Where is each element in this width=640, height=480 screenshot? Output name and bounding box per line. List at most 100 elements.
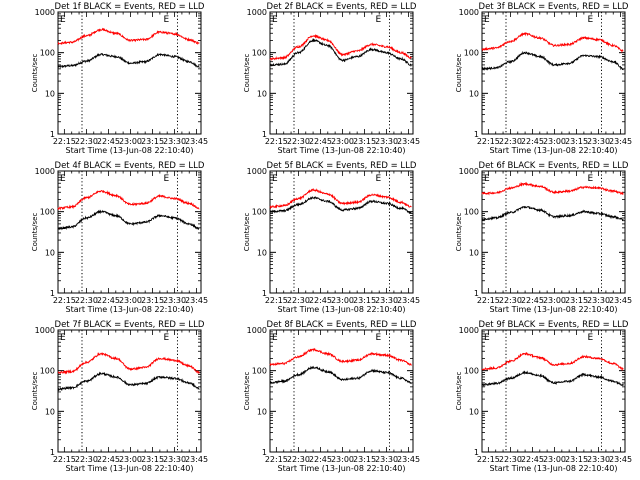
y-tick-label: 100: [464, 49, 479, 58]
y-tick-label: 1000: [35, 326, 55, 335]
panel-title: Det 8f BLACK = Events, RED = LLD: [267, 320, 417, 330]
marker-letter: E: [163, 15, 169, 25]
plot-frame: [269, 170, 414, 294]
series-events-line: [481, 370, 624, 387]
y-tick-label: 10: [469, 248, 479, 257]
x-tick-label: 22:15: [53, 296, 76, 305]
marker-letter: E: [375, 15, 381, 25]
x-tick-label: 23:00: [543, 296, 566, 305]
panel-4: Det 4f BLACK = Events, RED = LLD 1 10 100 10…: [31, 161, 208, 314]
y-axis-label: Counts/sec: [31, 213, 39, 252]
plot-frame: [269, 329, 414, 453]
plot-frame: [481, 170, 626, 294]
x-tick-label: 22:15: [477, 137, 500, 146]
x-tick-label: 22:30: [499, 455, 522, 464]
series-lld-line: [269, 347, 412, 367]
series-lld-line: [57, 190, 200, 211]
y-tick-label: 100: [40, 49, 55, 58]
x-tick-label: 22:45: [309, 137, 332, 146]
y-tick-label: 100: [40, 367, 55, 376]
x-tick-label: 22:15: [265, 137, 288, 146]
y-tick-label: 1: [474, 448, 479, 457]
x-axis-label: Start Time (13-Jun-08 22:10:40): [66, 146, 194, 155]
y-tick-label: 1000: [35, 167, 55, 176]
x-tick-label: 22:45: [309, 455, 332, 464]
y-tick-label: 1: [262, 130, 267, 139]
y-axis-label: Counts/sec: [31, 372, 39, 411]
y-tick-label: 10: [469, 89, 479, 98]
x-tick-label: 22:45: [97, 137, 120, 146]
x-tick-label: 22:45: [309, 296, 332, 305]
x-tick-label: 23:15: [141, 137, 164, 146]
marker-letter: E: [484, 333, 490, 343]
panel-title: Det 4f BLACK = Events, RED = LLD: [55, 161, 205, 171]
y-tick-label: 10: [45, 407, 55, 416]
x-tick-label: 23:45: [609, 296, 632, 305]
x-tick-label: 23:00: [331, 137, 354, 146]
x-tick-label: 23:15: [565, 137, 588, 146]
y-tick-label: 1: [50, 130, 55, 139]
x-tick-label: 22:30: [287, 137, 310, 146]
x-tick-label: 23:30: [587, 137, 610, 146]
y-tick-label: 1000: [247, 8, 267, 17]
x-axis-label: Start Time (13-Jun-08 22:10:40): [66, 305, 194, 314]
x-tick-label: 22:30: [499, 296, 522, 305]
marker-letter: E: [272, 333, 278, 343]
x-tick-label: 22:30: [75, 137, 98, 146]
y-tick-label: 100: [40, 208, 55, 217]
panel-7: Det 7f BLACK = Events, RED = LLD 1 10 100 10…: [31, 320, 208, 473]
plot-frame: [57, 11, 202, 135]
x-tick-label: 22:15: [53, 137, 76, 146]
x-tick-label: 23:45: [185, 137, 208, 146]
plot-frame: [57, 170, 202, 294]
series-events-line: [57, 209, 200, 231]
marker-letter: E: [272, 174, 278, 184]
x-tick-label: 23:45: [185, 296, 208, 305]
marker-letter: E: [60, 15, 66, 25]
x-tick-label: 22:45: [521, 296, 544, 305]
panel-title: Det 7f BLACK = Events, RED = LLD: [55, 320, 205, 330]
series-events-line: [481, 205, 624, 221]
series-events-line: [269, 37, 412, 68]
x-tick-label: 23:45: [397, 137, 420, 146]
y-axis-label: Counts/sec: [455, 54, 463, 93]
series-events-line: [481, 50, 624, 71]
y-tick-label: 10: [257, 407, 267, 416]
y-tick-label: 1: [50, 448, 55, 457]
series-lld-line: [57, 27, 200, 46]
panel-9: Det 9f BLACK = Events, RED = LLD 1 10 100 10…: [455, 320, 632, 473]
x-tick-label: 23:30: [375, 137, 398, 146]
marker-letter: E: [163, 174, 169, 184]
panel-title: Det 3f BLACK = Events, RED = LLD: [479, 2, 629, 12]
x-tick-label: 22:15: [265, 455, 288, 464]
x-tick-label: 22:15: [265, 296, 288, 305]
y-axis-label: Counts/sec: [31, 54, 39, 93]
y-axis-label: Counts/sec: [243, 372, 251, 411]
x-tick-label: 23:15: [141, 296, 164, 305]
y-tick-label: 100: [252, 367, 267, 376]
y-tick-label: 1000: [459, 167, 479, 176]
x-tick-label: 22:45: [521, 137, 544, 146]
y-tick-label: 1000: [247, 326, 267, 335]
x-tick-label: 22:45: [97, 296, 120, 305]
series-lld-line: [481, 181, 624, 196]
y-tick-label: 1: [474, 289, 479, 298]
y-tick-label: 10: [45, 89, 55, 98]
marker-letter: E: [587, 174, 593, 184]
panel-title: Det 5f BLACK = Events, RED = LLD: [267, 161, 417, 171]
x-tick-label: 23:45: [609, 455, 632, 464]
y-tick-label: 100: [464, 367, 479, 376]
y-axis-label: Counts/sec: [243, 54, 251, 93]
x-axis-label: Start Time (13-Jun-08 22:10:40): [278, 464, 406, 473]
x-tick-label: 22:45: [521, 455, 544, 464]
x-tick-label: 23:45: [397, 455, 420, 464]
marker-letter: E: [484, 174, 490, 184]
x-tick-label: 23:15: [141, 455, 164, 464]
plot-frame: [269, 11, 414, 135]
x-tick-label: 23:00: [119, 296, 142, 305]
marker-letter: E: [587, 15, 593, 25]
x-tick-label: 23:45: [609, 137, 632, 146]
x-tick-label: 22:15: [53, 455, 76, 464]
x-tick-label: 23:30: [375, 455, 398, 464]
